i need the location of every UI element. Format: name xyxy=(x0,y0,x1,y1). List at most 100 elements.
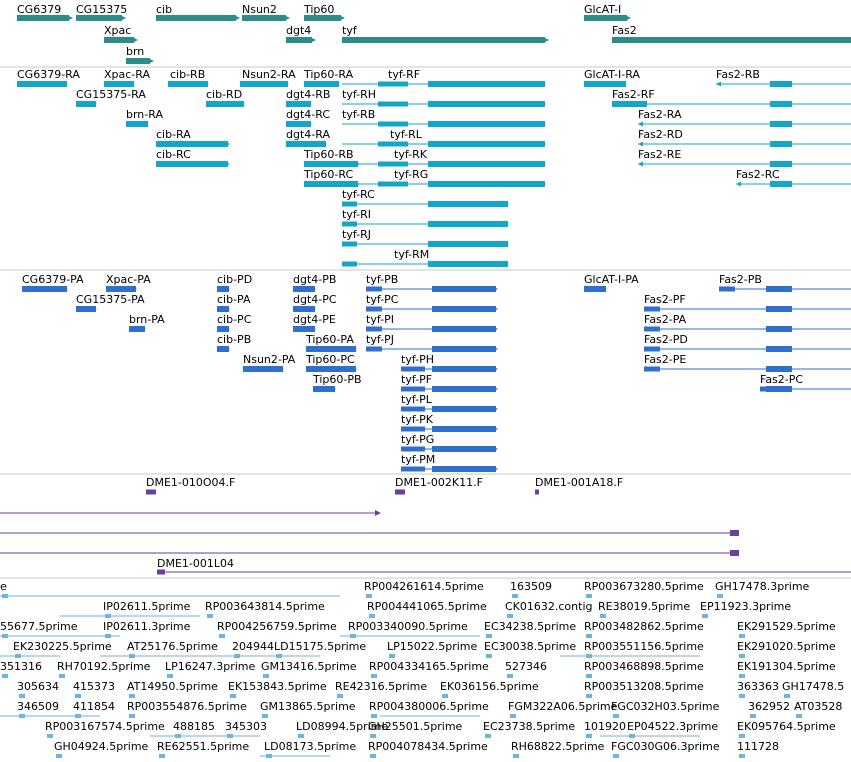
strand-arrow xyxy=(541,161,546,167)
strand-arrow xyxy=(331,386,336,392)
feature-label: RP004261614.5prime xyxy=(364,580,484,593)
feature-label: 415373 xyxy=(73,680,115,693)
clone-marker xyxy=(157,569,165,575)
strand-arrow xyxy=(284,81,289,87)
exon-block xyxy=(401,446,425,452)
strand-arrow xyxy=(92,101,97,107)
gene-bar xyxy=(156,15,236,21)
feature-label: CK01632.contig xyxy=(505,600,592,613)
feature-label: RP003551156.5prime xyxy=(584,640,704,653)
feature-label: dgt4 xyxy=(286,24,311,37)
feature-label: cib-RB xyxy=(170,68,205,81)
exon-block xyxy=(428,201,508,207)
exon-block xyxy=(401,406,425,412)
feature-label: tyf-PI xyxy=(366,313,394,326)
feature-label: FGC030G06.3prime xyxy=(611,740,720,753)
est-marker xyxy=(613,754,619,758)
est-marker xyxy=(586,634,592,638)
strand-arrow xyxy=(493,466,498,472)
exon-block xyxy=(432,286,496,292)
est-marker xyxy=(129,714,135,718)
strand-arrow xyxy=(541,81,546,87)
feature-label: Fas2-PB xyxy=(719,273,762,286)
strand-arrow xyxy=(719,286,724,292)
strand-arrow xyxy=(638,121,643,127)
feature-label: Fas2-PE xyxy=(644,353,686,366)
feature-label: tyf-RC xyxy=(342,188,375,201)
gene-bar xyxy=(17,15,69,21)
exon-block xyxy=(428,101,545,107)
strand-arrow xyxy=(307,101,312,107)
feature-label: tyf-PL xyxy=(401,393,433,406)
feature-label: EP04522.3prime xyxy=(627,720,718,733)
exon-block xyxy=(366,286,382,292)
clone-marker xyxy=(395,489,405,495)
est-marker xyxy=(129,694,135,698)
feature-label: Nsun2-RA xyxy=(242,68,296,81)
feature-label: Tip60-RC xyxy=(303,168,353,181)
feature-label: Fas2 xyxy=(612,24,637,37)
est-marker xyxy=(486,654,492,658)
feature-label: tyf-RK xyxy=(394,148,428,161)
feature-label: tyf-PJ xyxy=(366,333,394,346)
est-marker xyxy=(486,634,492,638)
feature-label: Xpac-PA xyxy=(106,273,151,286)
exon-block xyxy=(584,81,626,87)
strand-arrow xyxy=(63,81,68,87)
exon-block xyxy=(428,161,545,167)
feature-label: FGM322A06.5prime xyxy=(508,700,618,713)
est-marker xyxy=(371,674,377,678)
exon-block xyxy=(432,346,496,352)
feature-label: EK230225.5prime xyxy=(13,640,112,653)
est-marker xyxy=(784,694,790,698)
exon-block xyxy=(22,286,67,292)
est-marker xyxy=(262,714,268,718)
feature-label: tyf-RB xyxy=(342,108,375,121)
feature-label: Fas2-RF xyxy=(612,88,655,101)
feature-label: 527346 xyxy=(505,660,547,673)
exon-block xyxy=(286,101,311,107)
feature-label: EP11923.3prime xyxy=(700,600,791,613)
feature-label: 411854 xyxy=(73,700,115,713)
exon-block xyxy=(304,181,358,187)
strand-arrow xyxy=(322,141,327,147)
exon-block xyxy=(401,386,425,392)
feature-label: RP004441065.5prime xyxy=(367,600,487,613)
gene-bar xyxy=(76,15,122,21)
strand-arrow xyxy=(644,326,649,332)
feature-label: AT25176.5prime xyxy=(127,640,218,653)
feature-label: 163509 xyxy=(510,580,552,593)
exon-block xyxy=(401,466,425,472)
est-marker xyxy=(56,754,62,758)
est-marker xyxy=(159,754,165,758)
feature-label: AT03528 xyxy=(794,700,842,713)
strand-arrow xyxy=(130,81,135,87)
est-marker xyxy=(230,694,236,698)
exon-block xyxy=(342,241,357,247)
clone-marker xyxy=(730,530,739,536)
exon-block xyxy=(766,346,792,352)
feature-label: Fas2-RE xyxy=(638,148,681,161)
feature-label: RP003167574.5prime xyxy=(45,720,165,733)
feature-label: tyf-PM xyxy=(401,453,435,466)
feature-label: 346509 xyxy=(17,700,59,713)
est-marker xyxy=(739,634,745,638)
est-marker xyxy=(485,734,491,738)
feature-label: DME1-010O04.F xyxy=(146,476,235,489)
exon-block xyxy=(240,81,288,87)
feature-label: EC23738.5prime xyxy=(483,720,575,733)
gene-arrow xyxy=(312,38,316,42)
feature-label: Tip60-PA xyxy=(305,333,354,346)
strand-arrow xyxy=(504,221,509,227)
feature-label: 305634 xyxy=(17,680,59,693)
exon-block xyxy=(129,326,145,332)
strand-arrow xyxy=(541,141,546,147)
est-marker xyxy=(513,754,519,758)
feature-label: RP004380006.5prime xyxy=(369,700,489,713)
feature-label: dgt4-PC xyxy=(293,293,337,306)
feature-label: GM13865.5prime xyxy=(260,700,356,713)
gene-bar xyxy=(126,58,150,64)
strand-arrow xyxy=(335,81,340,87)
feature-label: Xpac xyxy=(104,24,131,37)
exon-block xyxy=(770,121,792,127)
